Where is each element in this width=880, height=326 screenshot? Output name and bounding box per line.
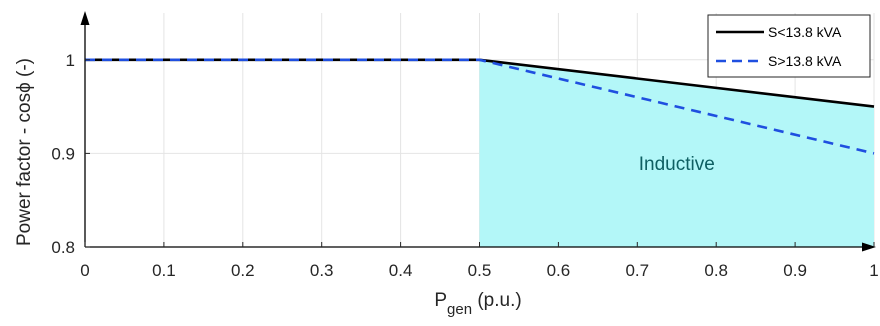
axes xyxy=(80,11,876,252)
x-tick-label: 0.7 xyxy=(625,261,649,280)
shaded-region-group: Inductive xyxy=(479,59,874,247)
x-axis-label-subscript: gen xyxy=(447,301,472,318)
inductive-region xyxy=(479,59,874,247)
series-line-s-gt-13-8 xyxy=(85,58,875,155)
x-tick-label: 0.6 xyxy=(547,261,571,280)
y-axis-label: Power factor - cosϕ (-) xyxy=(14,58,35,246)
x-tick-label: 1 xyxy=(869,261,878,280)
x-tick-label: 0.1 xyxy=(152,261,176,280)
x-axis-arrow xyxy=(862,242,876,252)
x-tick-label: 0.3 xyxy=(310,261,334,280)
x-tick-label: 0.2 xyxy=(231,261,255,280)
x-axis-label: Pgen (p.u.) xyxy=(434,290,521,318)
x-axis-label-main: P xyxy=(434,290,447,311)
y-tick-label: 0.8 xyxy=(51,238,75,257)
series-group xyxy=(85,58,875,155)
y-axis-arrow xyxy=(80,11,90,25)
tick-labels: 0 0.1 0.2 0.3 0.4 0.5 0.6 0.7 0.8 0.9 1 0.8 0.9 1 xyxy=(51,51,878,280)
inductive-region-label: Inductive xyxy=(639,154,715,175)
y-tick-label: 0.9 xyxy=(51,144,75,163)
legend-box xyxy=(707,14,871,78)
x-tick-label: 0.9 xyxy=(783,261,807,280)
legend-label-s-gt: S>13.8 kVA xyxy=(768,53,842,69)
x-tick-label: 0.5 xyxy=(468,261,492,280)
x-axis-label-unit: (p.u.) xyxy=(472,290,522,311)
x-tick-label: 0.4 xyxy=(389,261,413,280)
x-tick-label: 0 xyxy=(80,261,89,280)
x-tick-label: 0.8 xyxy=(704,261,728,280)
y-tick-label: 1 xyxy=(66,51,75,70)
legend: S<13.8 kVA S>13.8 kVA xyxy=(707,14,871,78)
legend-label-s-lt: S<13.8 kVA xyxy=(768,24,842,40)
